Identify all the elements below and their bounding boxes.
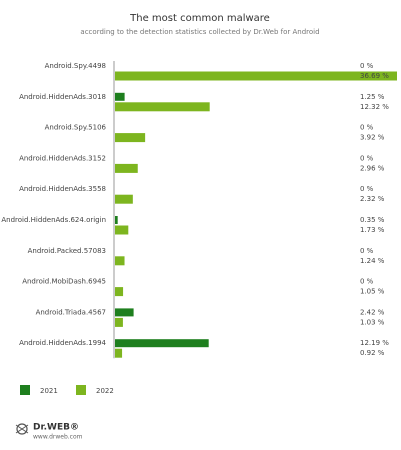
value-label: 1.73 % — [360, 226, 385, 234]
bar — [115, 287, 124, 297]
legend-label: 2022 — [96, 387, 114, 395]
value-label: 2.96 % — [360, 164, 385, 172]
logo-brand: Dr.WEB® — [33, 423, 79, 433]
value-label: 0 % — [360, 185, 374, 193]
category-label: Android.Spy.5106 — [45, 124, 107, 132]
value-label: 0 % — [360, 62, 374, 70]
bar — [115, 225, 129, 235]
chart-subtitle: according to the detection statistics co… — [80, 28, 319, 36]
value-label: 1.03 % — [360, 318, 385, 326]
value-label: 36.69 % — [360, 72, 389, 80]
value-label: 1.25 % — [360, 93, 385, 101]
bar — [115, 194, 133, 204]
bar — [115, 163, 138, 173]
category-label: Android.Spy.4498 — [45, 62, 106, 70]
value-label: 1.24 % — [360, 257, 385, 265]
value-label: 12.19 % — [360, 339, 389, 347]
legend-swatch — [20, 385, 30, 395]
value-label: 0 % — [360, 247, 374, 255]
category-label: Android.Packed.57083 — [28, 247, 106, 255]
category-label: Android.HiddenAds.624.origin — [1, 216, 106, 224]
logo-url: www.drweb.com — [33, 434, 83, 441]
value-label: 1.05 % — [360, 288, 385, 296]
bar — [115, 339, 209, 348]
value-label: 0 % — [360, 124, 374, 132]
bar — [115, 348, 123, 358]
value-label: 0 % — [360, 154, 374, 162]
value-label: 2.32 % — [360, 195, 385, 203]
legend-swatch — [76, 385, 86, 395]
category-label: Android.HiddenAds.3558 — [19, 185, 106, 193]
bar — [115, 256, 125, 266]
category-label: Android.MobiDash.6945 — [22, 278, 106, 286]
bar — [115, 308, 134, 317]
value-label: 0.92 % — [360, 349, 385, 357]
legend-label: 2021 — [40, 387, 58, 395]
bar — [115, 133, 146, 143]
category-label: Android.Triada.4567 — [36, 308, 106, 316]
value-label: 2.42 % — [360, 308, 385, 316]
bar — [115, 317, 123, 327]
category-label: Android.HiddenAds.1994 — [19, 339, 106, 347]
bar — [115, 102, 210, 112]
value-label: 0.35 % — [360, 216, 385, 224]
logo-icon — [15, 423, 29, 435]
bar — [115, 92, 125, 101]
value-label: 0 % — [360, 278, 374, 286]
chart-title: The most common malware — [129, 13, 270, 24]
category-label: Android.HiddenAds.3152 — [19, 154, 106, 162]
category-label: Android.HiddenAds.3018 — [19, 93, 106, 101]
bar — [115, 71, 397, 81]
bar — [115, 216, 118, 224]
value-label: 3.92 % — [360, 134, 385, 142]
value-label: 12.32 % — [360, 103, 389, 111]
